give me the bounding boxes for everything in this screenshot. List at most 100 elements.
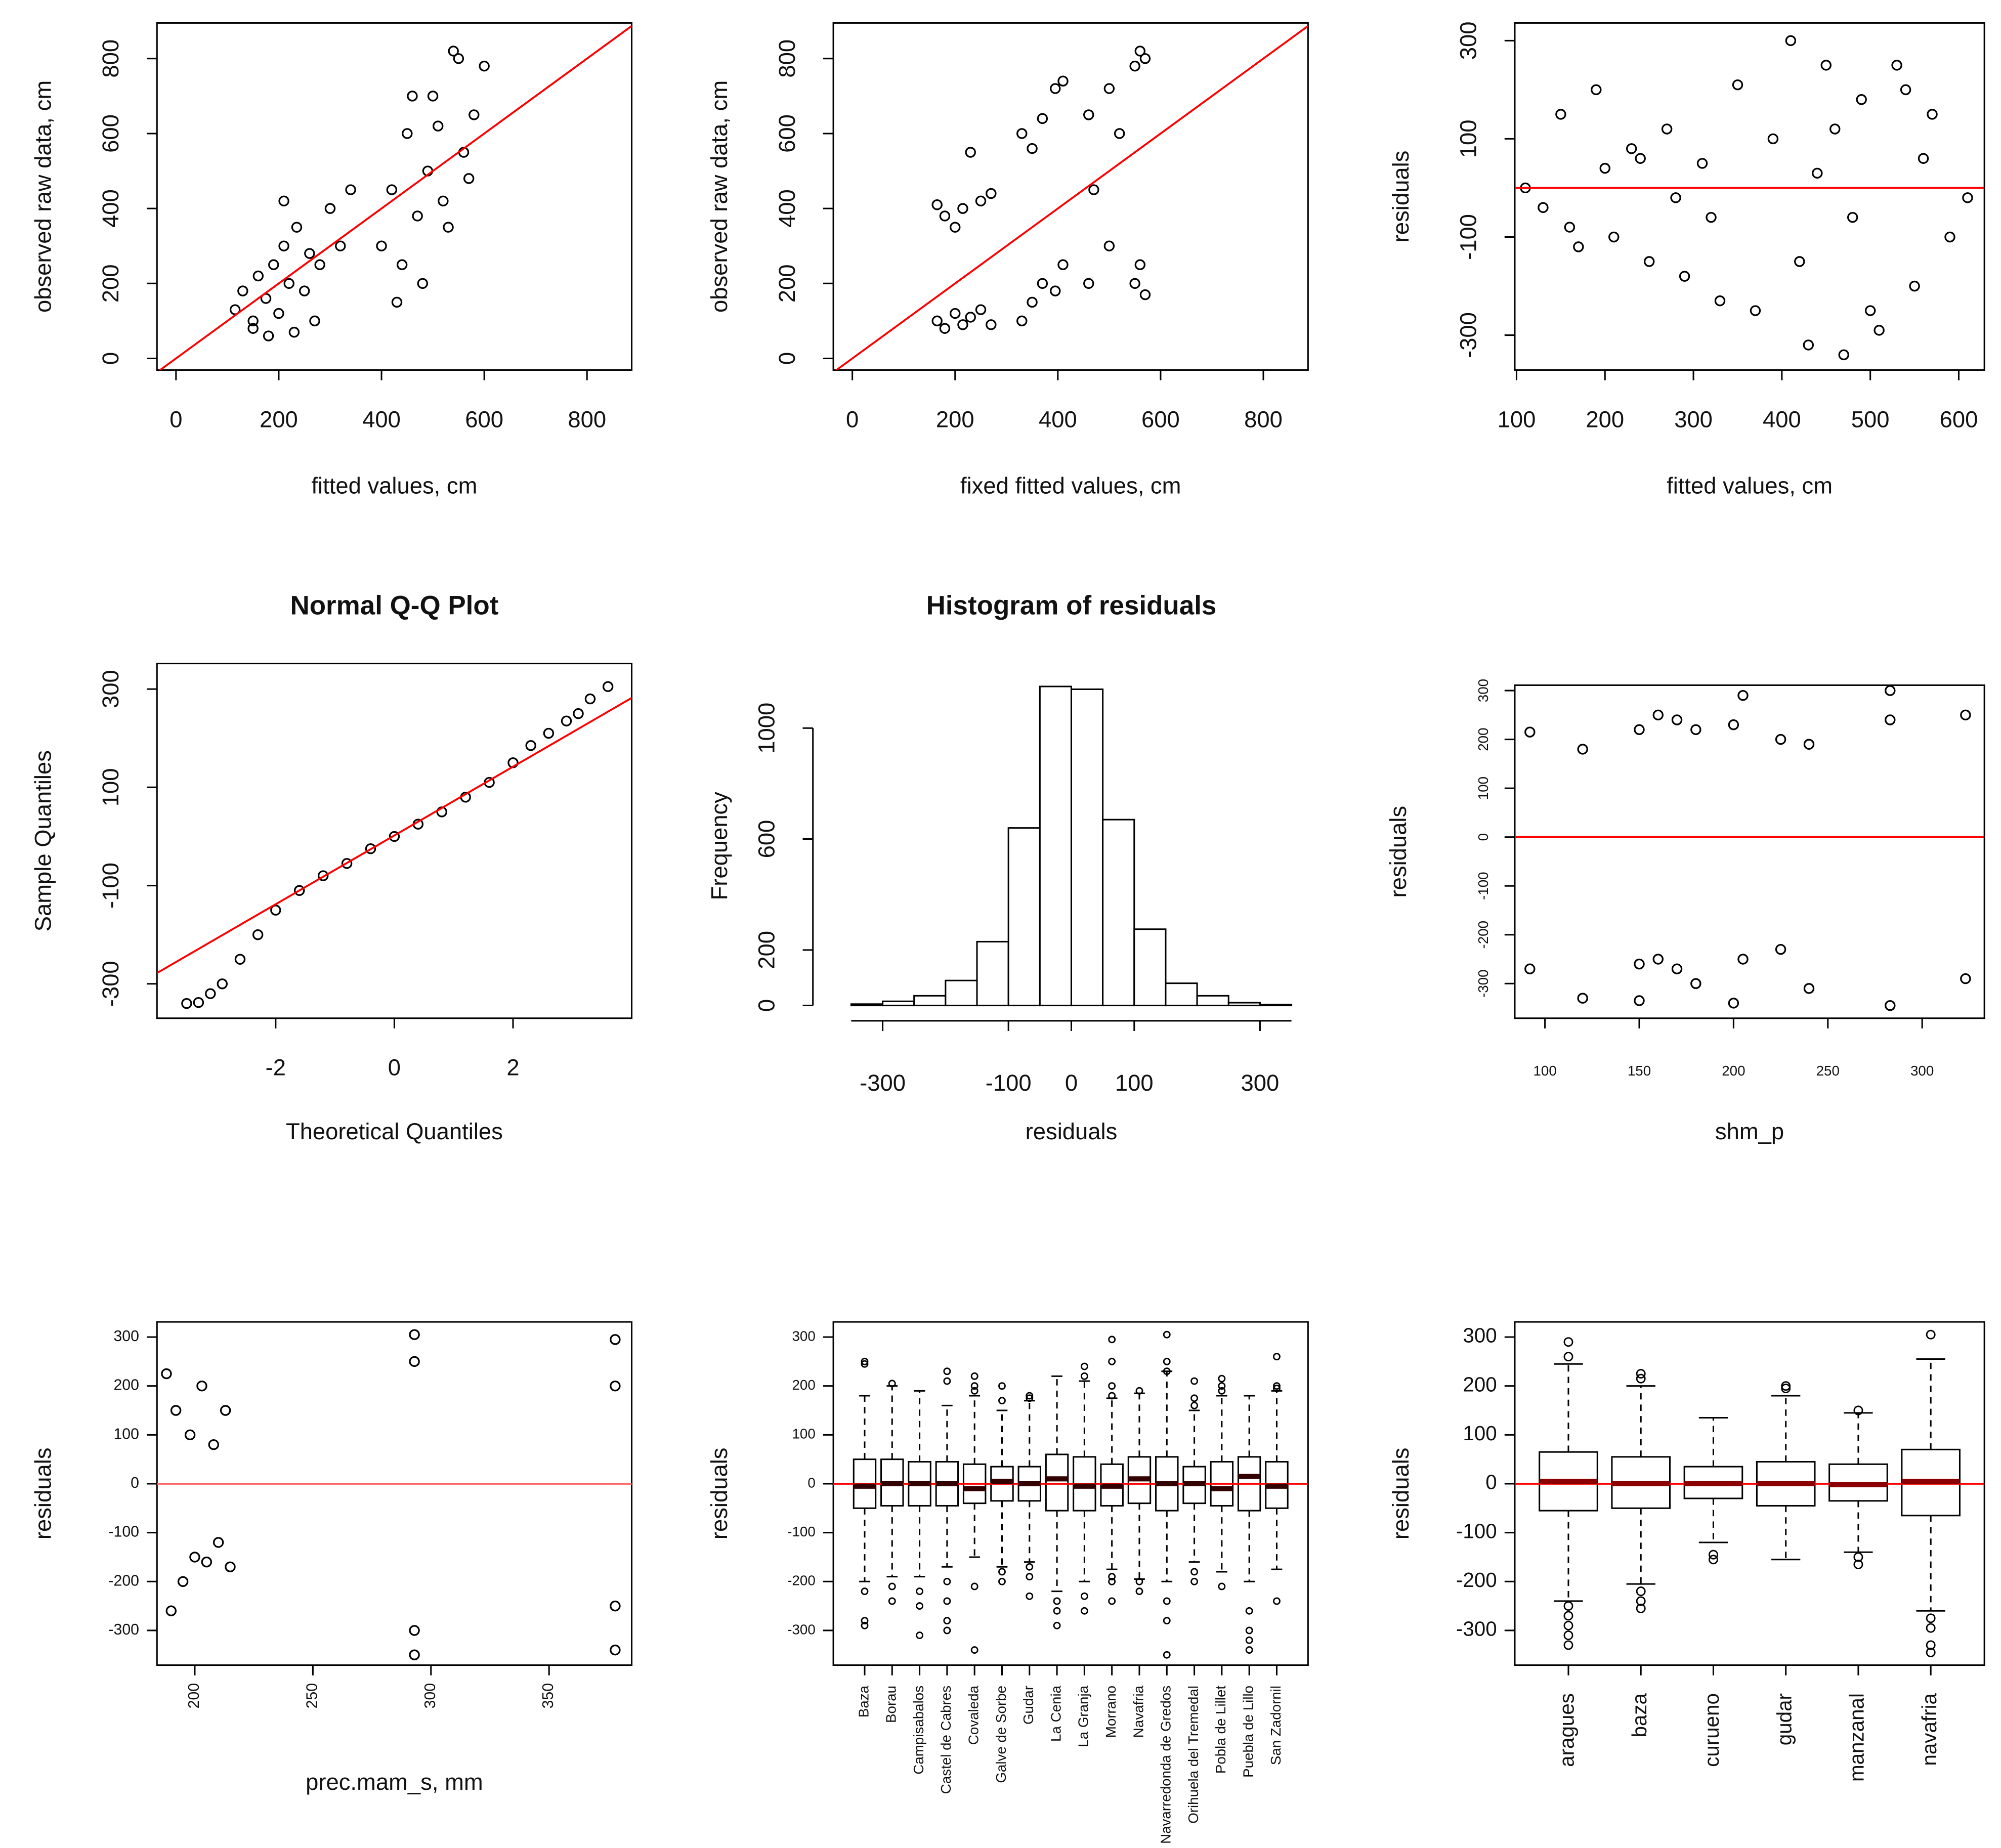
- y-tick-label: 600: [774, 114, 800, 153]
- point: [1050, 285, 1061, 296]
- outlier: [1563, 1352, 1573, 1362]
- bar: [1070, 688, 1104, 1007]
- outlier: [1053, 1621, 1061, 1629]
- panel-title: Normal Q-Q Plot: [290, 591, 498, 621]
- outlier: [998, 1577, 1006, 1585]
- point: [1016, 315, 1028, 327]
- point: [1634, 958, 1645, 970]
- y-tick-label: 100: [113, 1426, 139, 1442]
- y-tick-label: 600: [753, 820, 779, 858]
- point: [299, 285, 310, 296]
- point: [1103, 83, 1115, 94]
- point: [1564, 222, 1576, 233]
- point: [1591, 84, 1602, 96]
- point: [1577, 744, 1588, 755]
- outlier: [1218, 1387, 1226, 1395]
- outlier: [888, 1582, 896, 1591]
- x-tick-label: 250: [1816, 1063, 1840, 1079]
- outlier: [998, 1397, 1006, 1405]
- x-axis-label: shm_p: [1715, 1119, 1784, 1144]
- outlier: [1273, 1597, 1281, 1605]
- point: [1626, 143, 1637, 154]
- outlier: [1273, 1353, 1281, 1361]
- outlier: [861, 1587, 869, 1596]
- x-axis-label: prec.mam_s, mm: [306, 1769, 483, 1795]
- point: [376, 240, 387, 251]
- point: [409, 1329, 420, 1340]
- point: [1918, 153, 1929, 164]
- outlier: [1926, 1647, 1936, 1657]
- y-tick-label: 100: [98, 768, 123, 806]
- point: [386, 184, 398, 195]
- point: [205, 988, 216, 999]
- outlier: [888, 1380, 896, 1388]
- point: [1803, 339, 1814, 351]
- outlier: [1026, 1392, 1034, 1400]
- point: [345, 184, 356, 195]
- outlier: [1563, 1337, 1573, 1347]
- point: [1129, 278, 1140, 289]
- outlier: [916, 1631, 924, 1640]
- point: [304, 248, 315, 259]
- point: [443, 222, 454, 233]
- outlier: [1026, 1563, 1034, 1571]
- y-tick-label: 100: [1463, 1422, 1497, 1445]
- outlier: [1245, 1646, 1253, 1654]
- point: [217, 978, 228, 990]
- point: [1885, 1000, 1896, 1011]
- y-tick-label: -300: [98, 961, 123, 1007]
- outlier: [1135, 1387, 1143, 1395]
- outlier: [1563, 1640, 1573, 1650]
- x-tick-label: Castel de Cabres: [938, 1686, 954, 1794]
- panel: -300 -100 100 300 100 200 300 400 500 600 fitted v…: [1388, 21, 1985, 499]
- x-axis-label: fitted values, cm: [311, 473, 477, 499]
- y-tick-label: 200: [792, 1377, 815, 1393]
- point: [1856, 94, 1867, 105]
- bar: [1039, 685, 1072, 1007]
- outlier: [1026, 1573, 1034, 1581]
- point: [427, 91, 439, 102]
- point: [610, 1600, 621, 1612]
- outlier: [970, 1582, 978, 1591]
- x-tick-label: 400: [1763, 406, 1801, 432]
- x-tick-label: 100: [1498, 406, 1536, 432]
- point: [1714, 295, 1726, 307]
- bar: [1196, 995, 1229, 1007]
- point: [324, 203, 336, 214]
- point: [1573, 241, 1584, 252]
- point: [1909, 280, 1920, 292]
- outlier: [1108, 1382, 1116, 1390]
- outlier: [1053, 1607, 1061, 1615]
- y-tick-label: -100: [1456, 1519, 1497, 1542]
- point: [1838, 349, 1849, 361]
- x-tick-label: La Cenia: [1048, 1685, 1063, 1742]
- y-tick-label: -100: [787, 1524, 816, 1539]
- outlier: [1636, 1603, 1646, 1613]
- y-tick-label: 0: [98, 352, 123, 365]
- x-tick-label: 300: [1241, 1070, 1280, 1096]
- point: [1960, 709, 1971, 721]
- outlier: [1080, 1362, 1088, 1370]
- panel: 0 200 400 600 800 0 200 400 600 800 fixed fitted v…: [706, 22, 1309, 499]
- point: [1829, 123, 1841, 135]
- y-tick-label: 1000: [753, 703, 779, 754]
- x-tick-label: 200: [260, 406, 298, 432]
- box: [1045, 1453, 1069, 1512]
- point: [177, 1576, 189, 1587]
- outlier: [1218, 1582, 1226, 1591]
- plot-box: [832, 1321, 1309, 1666]
- y-tick-label: -300: [108, 1621, 139, 1638]
- y-tick-label: 800: [774, 39, 800, 78]
- outlier: [888, 1597, 896, 1605]
- x-axis-label: Theoretical Quantiles: [286, 1119, 503, 1144]
- outlier: [861, 1360, 869, 1368]
- y-axis-label: residuals: [1385, 806, 1411, 898]
- x-tick-label: Puebla de Lillo: [1240, 1686, 1256, 1778]
- outlier: [1108, 1577, 1116, 1585]
- x-tick-label: aragues: [1555, 1693, 1579, 1767]
- point: [453, 53, 464, 64]
- bar: [913, 995, 947, 1007]
- y-tick-label: -200: [787, 1573, 816, 1588]
- outlier: [998, 1568, 1006, 1576]
- point: [1634, 995, 1645, 1006]
